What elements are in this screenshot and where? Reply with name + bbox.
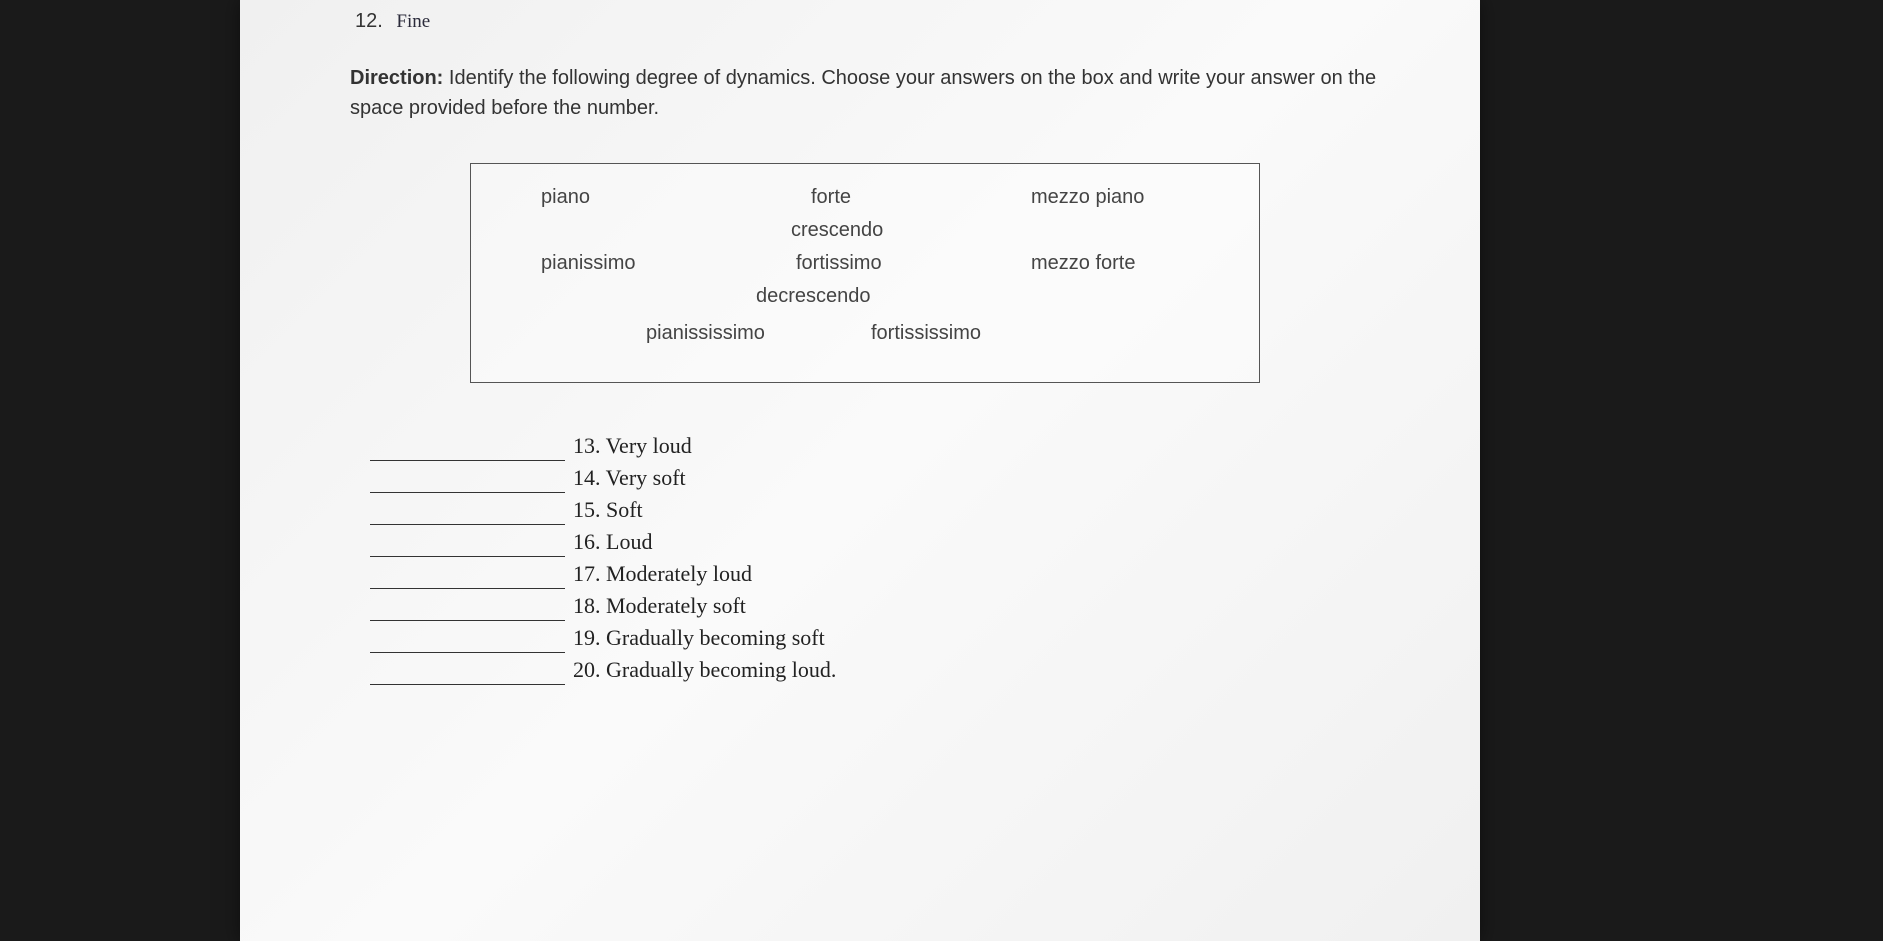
direction-text: Identify the following degree of dynamic… xyxy=(350,67,1376,119)
word-box-item: forte xyxy=(811,186,851,209)
question-row: 17. Moderately loud xyxy=(370,561,1420,589)
question-text: 16. Loud xyxy=(573,529,652,557)
answer-blank-line[interactable] xyxy=(370,625,565,653)
question-row: 13. Very loud xyxy=(370,433,1420,461)
worksheet-paper: 12. Fine Direction: Identify the followi… xyxy=(240,0,1480,941)
direction-block: Direction: Identify the following degree… xyxy=(350,63,1420,123)
answer-blank-line[interactable] xyxy=(370,529,565,557)
direction-label: Direction: xyxy=(350,67,443,89)
word-box-item: mezzo forte xyxy=(1031,252,1135,275)
question-12-row: 12. Fine xyxy=(355,10,1420,33)
answer-blank-line[interactable] xyxy=(370,657,565,685)
word-box-item: fortississimo xyxy=(871,322,981,345)
question-row: 15. Soft xyxy=(370,497,1420,525)
question-row: 16. Loud xyxy=(370,529,1420,557)
answer-blank-line[interactable] xyxy=(370,561,565,589)
question-text: 17. Moderately loud xyxy=(573,561,752,589)
answer-blank-line[interactable] xyxy=(370,433,565,461)
answer-blank-line[interactable] xyxy=(370,465,565,493)
question-text: 14. Very soft xyxy=(573,465,686,493)
question-12-answer: Fine xyxy=(396,11,430,32)
answer-blank-line[interactable] xyxy=(370,497,565,525)
question-row: 20. Gradually becoming loud. xyxy=(370,657,1420,685)
question-row: 18. Moderately soft xyxy=(370,593,1420,621)
word-box-item: pianissimo xyxy=(541,252,635,275)
question-text: 18. Moderately soft xyxy=(573,593,746,621)
word-box-item: mezzo piano xyxy=(1031,186,1144,209)
word-box-item: piano xyxy=(541,186,590,209)
answer-blank-line[interactable] xyxy=(370,593,565,621)
word-box-item: decrescendo xyxy=(756,285,871,308)
question-text: 13. Very loud xyxy=(573,433,692,461)
questions-list: 13. Very loud 14. Very soft 15. Soft 16. Lo… xyxy=(370,433,1420,685)
word-choice-box: piano forte mezzo piano crescendo pianissimo… xyxy=(470,163,1260,383)
question-12-number: 12. xyxy=(355,10,383,32)
question-row: 19. Gradually becoming soft xyxy=(370,625,1420,653)
question-text: 15. Soft xyxy=(573,497,643,525)
question-row: 14. Very soft xyxy=(370,465,1420,493)
word-box-item: crescendo xyxy=(791,219,883,242)
word-box-item: pianississimo xyxy=(646,322,765,345)
question-text: 20. Gradually becoming loud. xyxy=(573,657,836,685)
question-text: 19. Gradually becoming soft xyxy=(573,625,825,653)
word-box-item: fortissimo xyxy=(796,252,882,275)
